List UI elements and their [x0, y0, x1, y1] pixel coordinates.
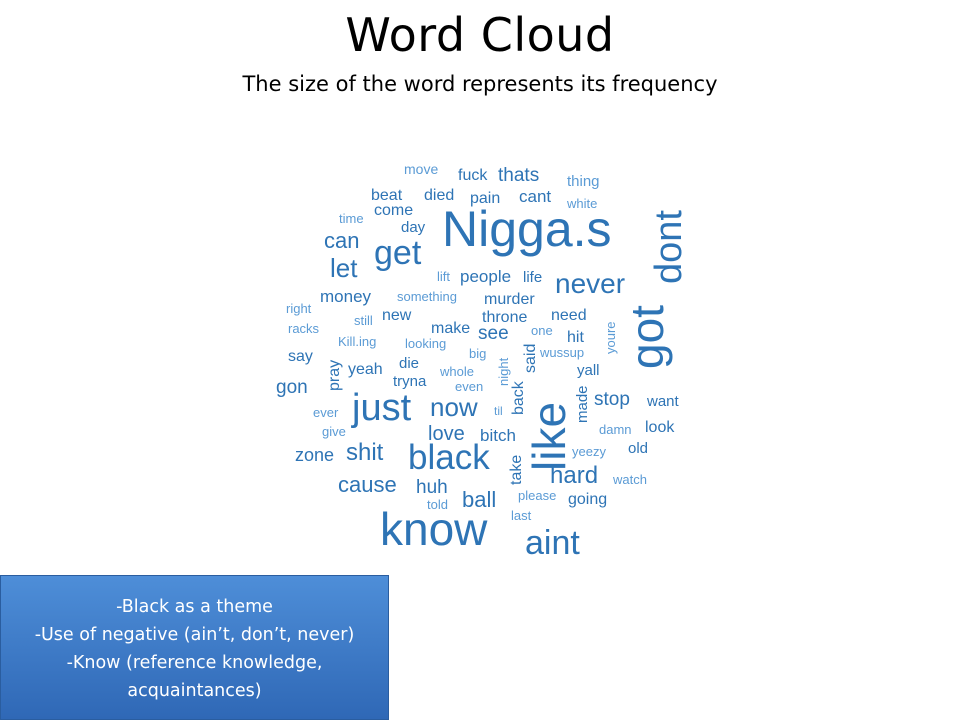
cloud-word: can [324, 228, 360, 253]
cloud-word: pain [470, 190, 501, 207]
cloud-word: take [508, 454, 525, 486]
cloud-word: pray [326, 360, 343, 392]
cloud-word: something [397, 289, 457, 304]
cloud-word: even [455, 379, 484, 394]
cloud-word: racks [288, 321, 320, 336]
cloud-word: going [568, 491, 608, 508]
cloud-word: wussup [540, 345, 585, 360]
cloud-word: yall [577, 362, 600, 379]
cloud-word: murder [484, 291, 535, 308]
cloud-word: fuck [458, 167, 488, 184]
cloud-word: hard [550, 462, 599, 489]
cloud-word: looking [405, 336, 447, 351]
cloud-word: money [320, 287, 372, 306]
cloud-word: til [494, 404, 503, 418]
cloud-word: yeah [348, 361, 383, 378]
cloud-word: please [518, 488, 557, 503]
cloud-word: old [628, 440, 649, 457]
cloud-word: lift [437, 269, 450, 284]
cloud-word: yeezy [572, 444, 606, 459]
cloud-word: give [322, 424, 346, 439]
cloud-word: stop [594, 389, 630, 410]
cloud-word: die [399, 355, 420, 372]
slide-title: Word Cloud [345, 8, 615, 62]
cloud-word: said [522, 343, 539, 374]
cloud-word: let [330, 253, 358, 283]
cloud-word: night [496, 357, 511, 386]
cloud-word: make [431, 320, 471, 337]
note-line: -Black as a theme [116, 597, 273, 617]
cloud-word: last [511, 508, 532, 523]
cloud-word: ball [462, 487, 497, 512]
cloud-word: see [478, 323, 509, 344]
cloud-word: beat [371, 187, 403, 204]
cloud-word: one [531, 323, 553, 338]
cloud-word: still [354, 313, 373, 328]
note-line: acquaintances) [127, 681, 262, 701]
cloud-word: people [460, 267, 512, 286]
cloud-word: got [621, 304, 673, 369]
cloud-word: love [428, 423, 465, 445]
note-line: -Know (reference knowledge, [66, 653, 323, 673]
cloud-word: ever [313, 405, 339, 420]
cloud-word: want [647, 393, 679, 410]
cloud-word: big [469, 346, 487, 361]
cloud-word: get [374, 234, 422, 272]
cloud-word: watch [613, 472, 647, 487]
cloud-word: know [380, 503, 488, 555]
cloud-word: tryna [393, 373, 427, 390]
cloud-word: gon [276, 377, 308, 398]
cloud-word: damn [599, 422, 632, 437]
cloud-word: dont [648, 209, 690, 284]
cloud-word: need [551, 307, 587, 324]
cloud-word: black [408, 438, 490, 477]
cloud-word: cant [519, 187, 552, 206]
cloud-word: Kill.ing [338, 334, 377, 349]
cloud-word: bitch [480, 426, 516, 445]
cloud-word: throne [482, 309, 528, 326]
cloud-word: just [352, 387, 412, 429]
cloud-word: hit [567, 329, 584, 346]
cloud-word: move [404, 161, 439, 177]
cloud-word: say [288, 348, 313, 365]
cloud-word: white [567, 196, 598, 211]
cloud-word: thing [567, 173, 600, 190]
slide-subtitle: The size of the word represents its freq… [242, 72, 718, 96]
cloud-word: time [339, 211, 364, 226]
cloud-word: back [510, 381, 527, 416]
cloud-word: new [382, 307, 412, 324]
cloud-word: told [427, 497, 448, 512]
notes-box: -Black as a theme -Use of negative (ain’… [0, 575, 389, 720]
cloud-word: thats [498, 165, 540, 186]
cloud-word: come [374, 202, 414, 219]
cloud-word: died [424, 187, 455, 204]
cloud-word: Nigga.s [442, 201, 612, 257]
cloud-word: cause [338, 472, 397, 497]
cloud-word: look [645, 419, 675, 436]
cloud-word: whole [440, 364, 474, 379]
cloud-word: like [523, 402, 575, 472]
cloud-word: now [430, 392, 478, 422]
cloud-word: made [574, 385, 591, 423]
cloud-word: huh [416, 477, 448, 498]
cloud-word: life [523, 269, 543, 286]
cloud-word: zone [295, 445, 335, 465]
cloud-word: never [555, 268, 626, 299]
note-line: -Use of negative (ain’t, don’t, never) [34, 625, 355, 645]
cloud-word: right [286, 301, 312, 316]
cloud-word: youre [603, 321, 618, 354]
cloud-word: day [401, 219, 426, 236]
cloud-word: aint [525, 524, 580, 562]
cloud-word: shit [346, 439, 384, 466]
